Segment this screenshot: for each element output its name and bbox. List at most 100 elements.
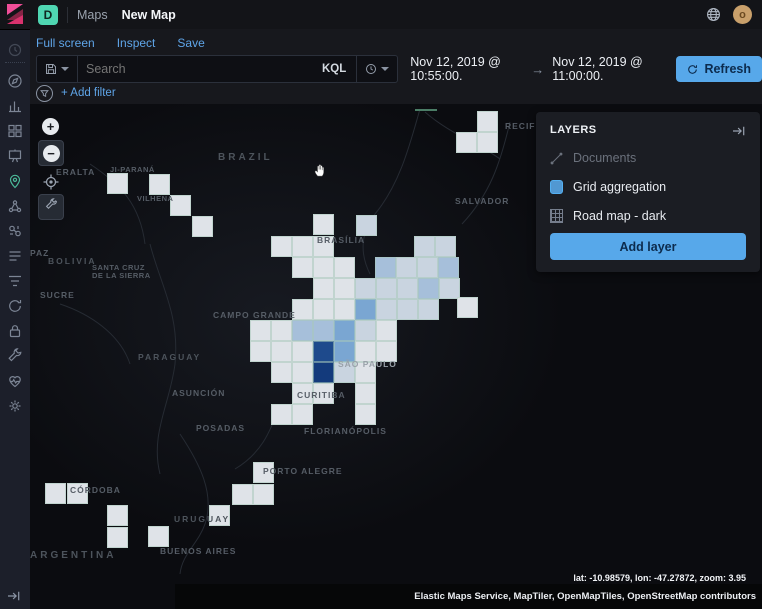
grid-cell[interactable] bbox=[334, 341, 355, 362]
collapse-panel-icon[interactable] bbox=[732, 124, 746, 136]
grid-cell[interactable] bbox=[292, 299, 313, 320]
saved-query-menu-button[interactable] bbox=[37, 56, 78, 82]
sidebar-item-ml[interactable] bbox=[7, 198, 23, 214]
grid-cell[interactable] bbox=[67, 483, 88, 504]
grid-cell[interactable] bbox=[456, 132, 477, 153]
date-quick-select-button[interactable] bbox=[356, 56, 397, 82]
expand-nav-icon[interactable] bbox=[7, 589, 21, 601]
zoom-out-button[interactable]: − bbox=[38, 140, 64, 166]
grid-cell[interactable] bbox=[334, 299, 355, 320]
grid-cell[interactable] bbox=[418, 299, 439, 320]
grid-cell[interactable] bbox=[292, 257, 313, 278]
grid-cell[interactable] bbox=[355, 362, 376, 383]
grid-cell[interactable] bbox=[376, 299, 397, 320]
grid-cell[interactable] bbox=[107, 173, 128, 194]
grid-cell[interactable] bbox=[355, 278, 376, 299]
grid-cell[interactable] bbox=[414, 236, 435, 257]
grid-cell[interactable] bbox=[435, 236, 456, 257]
grid-cell[interactable] bbox=[148, 526, 169, 547]
search-input[interactable] bbox=[78, 62, 322, 76]
grid-cell[interactable] bbox=[334, 362, 355, 383]
grid-cell[interactable] bbox=[45, 483, 66, 504]
sidebar-item-logs[interactable] bbox=[7, 248, 23, 264]
sidebar-item-discover[interactable] bbox=[7, 73, 23, 89]
grid-cell[interactable] bbox=[209, 505, 230, 526]
layer-row-road-map-dark[interactable]: Road map - dark bbox=[550, 209, 746, 223]
layer-row-grid-aggregation[interactable]: Grid aggregation bbox=[550, 180, 746, 194]
grid-cell[interactable] bbox=[271, 320, 292, 341]
grid-cell[interactable] bbox=[313, 236, 334, 257]
date-from[interactable]: Nov 12, 2019 @ 10:55:00. bbox=[410, 55, 501, 83]
grid-cell[interactable] bbox=[292, 236, 313, 257]
sidebar-item-recent[interactable] bbox=[7, 42, 23, 58]
grid-cell[interactable] bbox=[355, 404, 376, 425]
grid-cell[interactable] bbox=[313, 257, 334, 278]
grid-cell[interactable] bbox=[170, 195, 191, 216]
grid-cell[interactable] bbox=[334, 320, 355, 341]
grid-cell[interactable] bbox=[313, 341, 334, 362]
inspect-button[interactable]: Inspect bbox=[116, 35, 156, 50]
grid-cell[interactable] bbox=[292, 404, 313, 425]
refresh-button[interactable]: Refresh bbox=[676, 56, 762, 82]
grid-cell[interactable] bbox=[334, 257, 355, 278]
grid-cell[interactable] bbox=[457, 297, 478, 318]
grid-cell[interactable] bbox=[232, 484, 253, 505]
grid-cell[interactable] bbox=[271, 404, 292, 425]
grid-cell[interactable] bbox=[477, 132, 498, 153]
user-avatar[interactable]: o bbox=[733, 5, 752, 24]
grid-cell[interactable] bbox=[253, 462, 274, 483]
grid-cell[interactable] bbox=[107, 527, 128, 548]
grid-cell[interactable] bbox=[355, 320, 376, 341]
grid-cell[interactable] bbox=[271, 236, 292, 257]
grid-cell[interactable] bbox=[376, 278, 397, 299]
grid-cell[interactable] bbox=[292, 341, 313, 362]
date-to[interactable]: Nov 12, 2019 @ 11:00:00. bbox=[552, 55, 643, 83]
grid-cell[interactable] bbox=[271, 341, 292, 362]
grid-cell[interactable] bbox=[334, 278, 355, 299]
set-view-crosshair-icon[interactable] bbox=[43, 174, 59, 195]
grid-cell[interactable] bbox=[313, 214, 334, 235]
grid-cell[interactable] bbox=[438, 257, 459, 278]
add-layer-button[interactable]: Add layer bbox=[550, 233, 746, 260]
sidebar-item-monitoring[interactable] bbox=[7, 373, 23, 389]
sidebar-item-uptime[interactable] bbox=[7, 298, 23, 314]
grid-cell[interactable] bbox=[313, 278, 334, 299]
grid-cell[interactable] bbox=[376, 320, 397, 341]
grid-cell[interactable] bbox=[313, 362, 334, 383]
grid-cell[interactable] bbox=[375, 257, 396, 278]
draw-tools-button[interactable] bbox=[38, 194, 64, 220]
grid-cell[interactable] bbox=[253, 484, 274, 505]
grid-cell[interactable] bbox=[355, 299, 376, 320]
grid-cell[interactable] bbox=[292, 383, 313, 404]
add-filter-button[interactable]: + Add filter bbox=[61, 87, 116, 99]
sidebar-item-management[interactable] bbox=[7, 398, 23, 414]
grid-cell[interactable] bbox=[107, 505, 128, 526]
kql-label[interactable]: KQL bbox=[322, 63, 347, 75]
grid-cell[interactable] bbox=[271, 362, 292, 383]
kibana-logo[interactable] bbox=[0, 0, 30, 29]
grid-cell[interactable] bbox=[376, 341, 397, 362]
grid-cell[interactable] bbox=[418, 278, 439, 299]
grid-cell[interactable] bbox=[313, 320, 334, 341]
grid-cell[interactable] bbox=[355, 383, 376, 404]
map-attribution[interactable]: Elastic Maps Service, MapTiler, OpenMapT… bbox=[414, 591, 756, 602]
grid-cell[interactable] bbox=[477, 111, 498, 132]
grid-cell[interactable] bbox=[396, 257, 417, 278]
grid-cell[interactable] bbox=[355, 341, 376, 362]
grid-cell[interactable] bbox=[292, 362, 313, 383]
zoom-in-button[interactable]: + bbox=[42, 118, 59, 135]
grid-cell[interactable] bbox=[192, 216, 213, 237]
grid-cell[interactable] bbox=[397, 278, 418, 299]
filter-icon[interactable] bbox=[36, 84, 53, 102]
layer-row-documents[interactable]: Documents bbox=[550, 151, 746, 165]
grid-cell[interactable] bbox=[250, 341, 271, 362]
sidebar-item-apm[interactable] bbox=[7, 273, 23, 289]
space-badge[interactable]: D bbox=[38, 4, 58, 25]
grid-cell[interactable] bbox=[397, 299, 418, 320]
sidebar-item-graph[interactable] bbox=[7, 223, 23, 239]
grid-cell[interactable] bbox=[313, 383, 334, 404]
save-button[interactable]: Save bbox=[177, 35, 205, 50]
sidebar-item-canvas[interactable] bbox=[7, 148, 23, 164]
full-screen-button[interactable]: Full screen bbox=[36, 35, 95, 50]
grid-cell[interactable] bbox=[313, 299, 334, 320]
